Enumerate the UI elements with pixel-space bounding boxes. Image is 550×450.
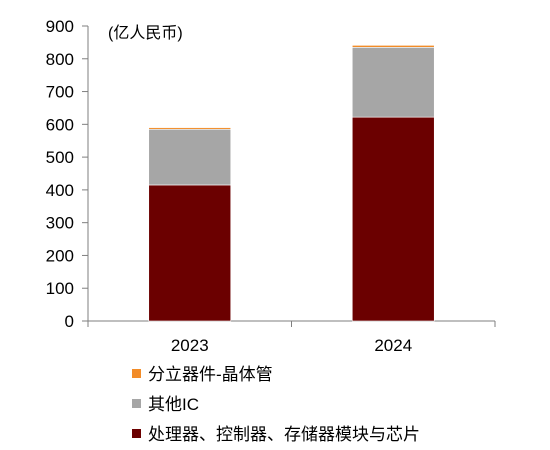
y-tick-label: 900: [46, 17, 74, 36]
bar-segment-2024-series-0: [351, 116, 435, 322]
y-tick-label: 600: [46, 115, 74, 134]
legend-swatch: [132, 399, 141, 408]
bars: [148, 45, 435, 322]
legend-label: 其他IC: [148, 395, 199, 414]
x-tick-label: 2023: [171, 336, 209, 355]
bar-segment-2023-series-0: [148, 184, 232, 322]
y-tick-label: 300: [46, 214, 74, 233]
unit-label: (亿人民币): [108, 24, 183, 42]
legend-label: 处理器、控制器、存储器模块与芯片: [148, 425, 420, 444]
legend-swatch: [132, 369, 141, 378]
bar-segment-2024-series-1: [351, 47, 435, 118]
bar-segment-2023-series-2: [148, 127, 232, 130]
y-tick-label: 0: [65, 312, 74, 331]
y-tick-label: 100: [46, 279, 74, 298]
y-tick-label: 200: [46, 246, 74, 265]
y-tick-label: 800: [46, 50, 74, 69]
x-tick-label: 2024: [374, 336, 412, 355]
legend-label: 分立器件-晶体管: [148, 365, 273, 384]
axes: 0 100 200 300 400 500 600 700 800 900 2023 2024: [46, 17, 496, 355]
y-tick-label: 400: [46, 181, 74, 200]
legend-swatch: [132, 429, 141, 438]
bar-segment-2023-series-1: [148, 128, 232, 186]
bar-segment-2024-series-2: [351, 45, 435, 48]
y-tick-label: 700: [46, 83, 74, 102]
y-tick-label: 500: [46, 148, 74, 167]
